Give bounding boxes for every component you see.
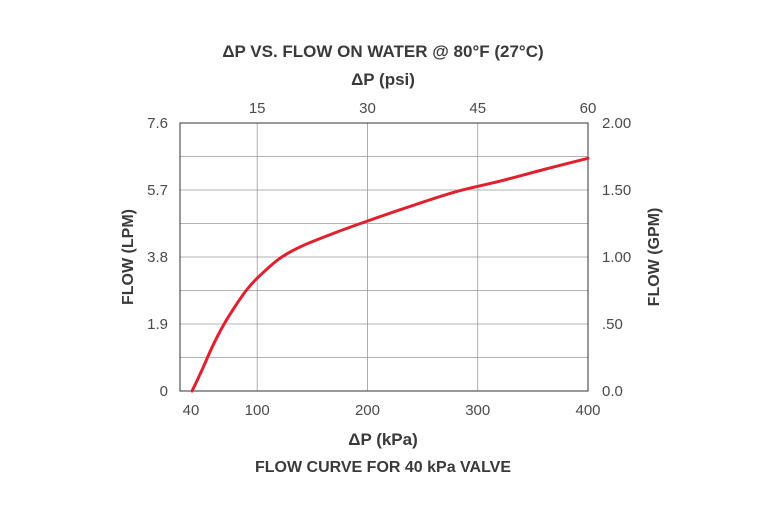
y-right-tick-label: 2.00 [602,115,631,132]
x-tick-label: 40 [183,402,200,419]
chart-caption: FLOW CURVE FOR 40 kPa VALVE [255,459,511,476]
top-tick-label: 15 [249,100,266,117]
top-axis-label: ΔP (psi) [351,70,415,89]
plot-frame [179,122,589,392]
top-tick-label: 60 [580,100,597,117]
chart-title: ΔP VS. FLOW ON WATER @ 80°F (27°C) [222,42,543,61]
flow-curve-line [190,156,590,393]
y-left-tick-label: 0 [160,383,168,400]
y-left-tick-label: 1.9 [147,316,168,333]
y-right-tick-label: 1.50 [602,182,631,199]
x-axis-label: ΔP (kPa) [348,430,418,449]
y-right-tick-label: 1.00 [602,249,631,266]
x-tick-label: 100 [245,402,270,419]
series-layer [190,156,590,393]
top-tick-label: 45 [469,100,486,117]
y-left-tick-label: 3.8 [147,249,168,266]
grid-lines [180,122,588,391]
y-left-tick-label: 5.7 [147,182,168,199]
y-right-tick-label: .50 [602,316,623,333]
y-left-tick-label: 7.6 [147,115,168,132]
x-tick-label: 400 [575,402,600,419]
y-axis-left-label: FLOW (LPM) [120,209,137,305]
tick-labels: 40 100 200 300 400 15 30 45 60 0 1.9 3.8 5.7 7.6 0.0 .5… [147,100,631,419]
y-right-tick-label: 0.0 [602,383,623,400]
x-tick-label: 300 [465,402,490,419]
top-tick-label: 30 [359,100,376,117]
y-axis-right-label: FLOW (GPM) [646,208,663,307]
x-tick-label: 200 [355,402,380,419]
